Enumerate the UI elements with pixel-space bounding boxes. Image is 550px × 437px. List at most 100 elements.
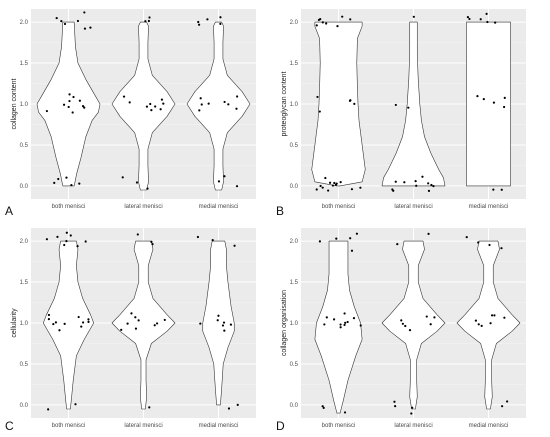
- data-point: [394, 180, 397, 183]
- data-point: [149, 102, 152, 106]
- data-point: [154, 105, 157, 108]
- chart-panel: 0.0 0.5 1.0 1.5 2.0 both menisci lateral menis…: [276, 9, 526, 218]
- data-point: [83, 106, 86, 109]
- data-point: [78, 182, 81, 185]
- data-point: [45, 238, 48, 241]
- data-point: [47, 318, 50, 321]
- data-point: [489, 322, 492, 325]
- data-point: [236, 403, 239, 406]
- data-point: [321, 186, 324, 189]
- data-point: [222, 321, 226, 324]
- data-point: [316, 95, 319, 99]
- data-point: [155, 322, 159, 325]
- data-point: [339, 326, 342, 329]
- data-point: [421, 175, 424, 178]
- data-point: [199, 322, 202, 325]
- y-tick-label: 2.0: [20, 20, 29, 26]
- data-point: [321, 21, 324, 24]
- data-point: [433, 316, 436, 319]
- x-tick-label: both menisci: [322, 204, 356, 210]
- x-tick-label: lateral menisci: [124, 423, 162, 429]
- data-point: [343, 323, 346, 327]
- data-point: [146, 187, 149, 190]
- data-point: [122, 95, 126, 98]
- data-point: [151, 243, 154, 246]
- data-point: [401, 322, 404, 325]
- data-point: [474, 319, 477, 322]
- y-tick-label: 0.5: [290, 143, 299, 149]
- data-point: [486, 20, 489, 24]
- data-point: [68, 99, 71, 103]
- data-point: [339, 323, 342, 326]
- data-point: [355, 232, 359, 235]
- data-point: [63, 22, 67, 26]
- data-point: [490, 314, 494, 317]
- data-point: [53, 181, 56, 184]
- data-point: [323, 323, 326, 326]
- violin-shape: [111, 240, 176, 410]
- violin-shape: [381, 21, 446, 187]
- data-point: [159, 108, 162, 111]
- chart-panel: 0.0 0.5 1.0 1.5 2.0 both menisci lateral menis…: [5, 9, 256, 218]
- data-point: [134, 316, 137, 319]
- data-point: [336, 25, 339, 28]
- data-point: [339, 181, 342, 184]
- data-point: [147, 19, 150, 23]
- data-point: [350, 188, 354, 191]
- data-point: [211, 239, 214, 242]
- y-tick-label: 1.0: [290, 102, 299, 108]
- violin-shape: [311, 21, 366, 187]
- data-point: [83, 11, 86, 14]
- data-point: [235, 185, 239, 188]
- data-point: [407, 106, 410, 109]
- y-tick-label: 1.5: [20, 280, 29, 286]
- data-point: [503, 96, 506, 100]
- data-point: [89, 26, 92, 29]
- y-tick-label: 0.0: [20, 184, 29, 190]
- y-tick-label: 1.0: [20, 321, 29, 327]
- data-point: [148, 16, 151, 19]
- data-point: [227, 103, 230, 106]
- data-point: [318, 240, 322, 243]
- data-point: [45, 109, 49, 113]
- y-tick-label: 0.0: [290, 184, 299, 190]
- data-point: [333, 181, 336, 185]
- data-point: [87, 318, 90, 321]
- data-point: [84, 240, 87, 243]
- data-point: [196, 235, 200, 239]
- data-point: [223, 100, 226, 104]
- data-point: [344, 321, 347, 324]
- data-point: [235, 107, 238, 110]
- data-point: [414, 180, 417, 183]
- data-point: [148, 406, 151, 409]
- data-point: [68, 93, 71, 96]
- data-point: [359, 186, 362, 189]
- data-point: [82, 321, 85, 324]
- data-point: [87, 320, 90, 323]
- data-point: [217, 180, 221, 183]
- data-point: [200, 103, 203, 106]
- data-point: [126, 322, 129, 325]
- data-point: [198, 109, 201, 112]
- data-point: [70, 183, 73, 187]
- data-point: [350, 249, 354, 252]
- panel-label: C: [5, 419, 14, 433]
- data-point: [65, 240, 68, 243]
- y-axis-label: cellularity: [11, 308, 18, 338]
- chart-panel: 0.0 0.5 1.0 1.5 2.0 both menisci lateral menis…: [276, 228, 526, 433]
- data-point: [315, 188, 318, 191]
- data-point: [74, 403, 77, 406]
- y-tick-label: 2.0: [20, 239, 29, 245]
- data-point: [145, 105, 149, 108]
- data-point: [63, 322, 66, 325]
- x-tick-label: both menisci: [52, 423, 86, 429]
- data-point: [120, 328, 123, 331]
- data-point: [76, 19, 80, 23]
- data-point: [346, 320, 349, 324]
- data-point: [72, 95, 75, 99]
- data-point: [408, 329, 412, 332]
- data-point: [492, 188, 495, 191]
- data-point: [349, 237, 352, 240]
- data-point: [500, 188, 503, 191]
- data-point: [500, 247, 503, 250]
